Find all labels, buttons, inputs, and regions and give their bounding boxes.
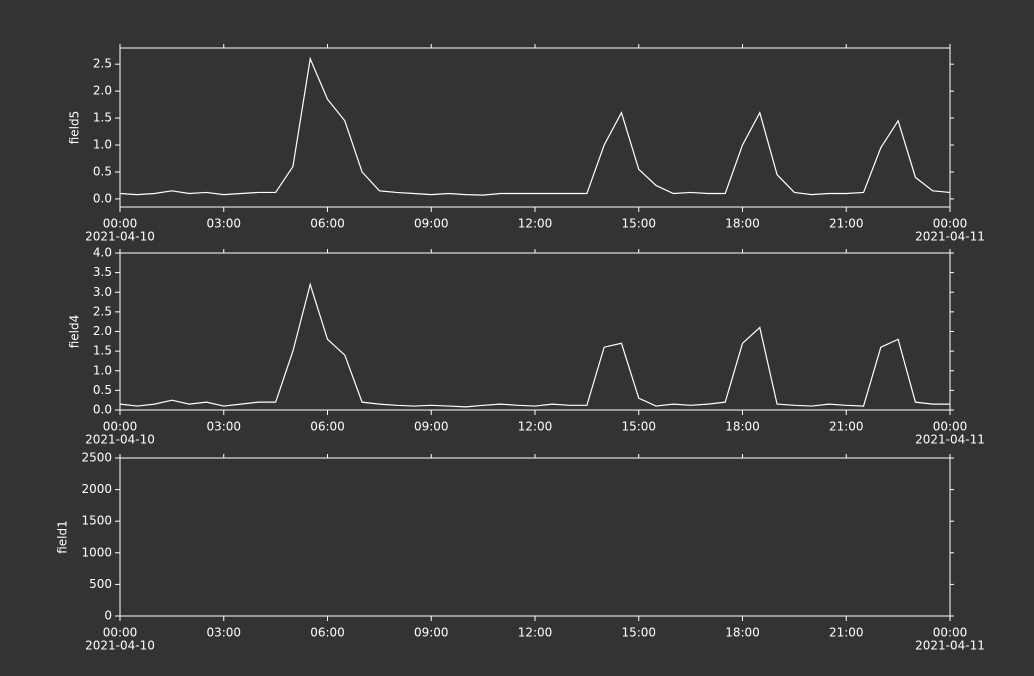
data-line [119, 282, 950, 408]
x-tick-date: 2021-04-11 [915, 433, 985, 447]
x-tick-label: 03:00 [206, 217, 241, 231]
x-tick-label: 09:00 [414, 217, 449, 231]
x-tick-label: 21:00 [829, 626, 864, 640]
x-tick-label: 15:00 [621, 217, 656, 231]
y-tick-label: 2000 [81, 482, 112, 496]
y-tick-label: 1.5 [93, 344, 112, 358]
x-tick-label: 21:00 [829, 217, 864, 231]
x-tick-label: 12:00 [518, 217, 553, 231]
x-tick-label: 18:00 [725, 420, 760, 434]
y-axis-label: field1 [56, 520, 70, 554]
y-tick-label: 0.5 [93, 164, 112, 178]
x-tick-date: 2021-04-10 [85, 433, 155, 447]
y-tick-label: 2.5 [93, 304, 112, 318]
x-tick-label: 12:00 [518, 626, 553, 640]
x-tick-label: 03:00 [206, 420, 241, 434]
x-tick-label: 00:00 [103, 217, 138, 231]
y-tick-label: 2.0 [93, 84, 112, 98]
data-line [119, 56, 951, 196]
y-tick-label: 1500 [81, 514, 112, 528]
x-tick-date: 2021-04-10 [85, 639, 155, 653]
y-axis-label: field4 [68, 315, 82, 349]
y-tick-label: 2500 [81, 451, 112, 465]
x-tick-label: 00:00 [933, 626, 968, 640]
x-tick-label: 06:00 [310, 217, 345, 231]
x-tick-label: 00:00 [933, 217, 968, 231]
x-tick-date: 2021-04-11 [915, 230, 985, 244]
y-tick-label: 500 [89, 577, 112, 591]
x-tick-label: 12:00 [518, 420, 553, 434]
y-tick-label: 3.0 [93, 285, 112, 299]
x-tick-label: 06:00 [310, 626, 345, 640]
y-tick-label: 1.0 [93, 138, 112, 152]
x-tick-label: 00:00 [103, 420, 138, 434]
x-tick-label: 09:00 [414, 626, 449, 640]
x-tick-label: 15:00 [621, 626, 656, 640]
y-tick-label: 1000 [81, 545, 112, 559]
x-tick-label: 18:00 [725, 626, 760, 640]
x-tick-label: 03:00 [206, 626, 241, 640]
y-tick-label: 0.5 [93, 383, 112, 397]
x-tick-date: 2021-04-10 [85, 230, 155, 244]
x-tick-label: 15:00 [621, 420, 656, 434]
x-tick-date: 2021-04-11 [915, 639, 985, 653]
y-axis-label: field5 [68, 111, 82, 145]
y-tick-label: 0.0 [93, 191, 112, 205]
y-tick-label: 1.5 [93, 111, 112, 125]
x-tick-label: 09:00 [414, 420, 449, 434]
y-tick-label: 1.0 [93, 363, 112, 377]
y-tick-label: 4.0 [93, 246, 112, 260]
y-tick-label: 3.5 [93, 265, 112, 279]
y-tick-label: 0.0 [93, 403, 112, 417]
y-tick-label: 0 [104, 609, 112, 623]
x-tick-label: 21:00 [829, 420, 864, 434]
x-tick-label: 18:00 [725, 217, 760, 231]
x-tick-label: 06:00 [310, 420, 345, 434]
y-tick-label: 2.0 [93, 324, 112, 338]
y-tick-label: 2.5 [93, 57, 112, 71]
x-tick-label: 00:00 [103, 626, 138, 640]
x-tick-label: 00:00 [933, 420, 968, 434]
